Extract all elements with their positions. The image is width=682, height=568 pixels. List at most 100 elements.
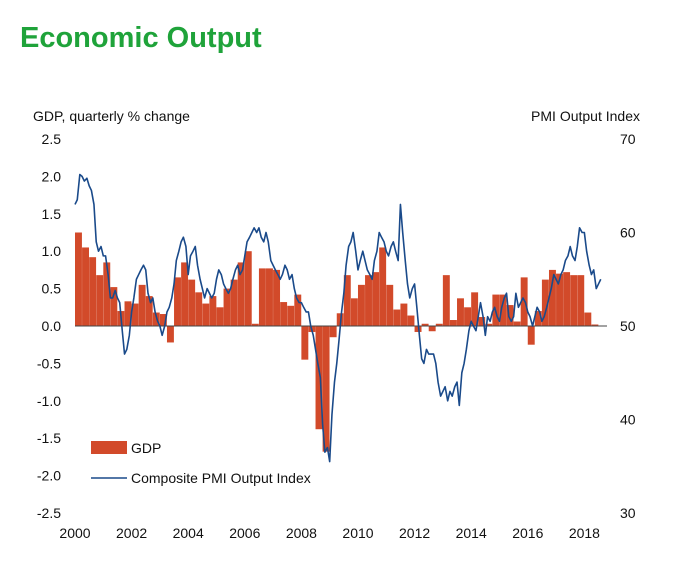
gdp-bar bbox=[329, 326, 337, 338]
gdp-bar bbox=[400, 303, 408, 326]
x-tick-label: 2008 bbox=[286, 525, 317, 541]
x-tick-label: 2018 bbox=[569, 525, 600, 541]
right-tick-label: 50 bbox=[620, 318, 636, 334]
gdp-bar bbox=[315, 326, 323, 430]
gdp-bar bbox=[449, 320, 457, 326]
left-tick-label: -0.5 bbox=[37, 355, 61, 371]
left-tick-label: -2.5 bbox=[37, 505, 61, 521]
gdp-bar bbox=[506, 305, 514, 326]
gdp-bar bbox=[570, 275, 578, 326]
left-tick-label: 2.0 bbox=[42, 168, 62, 184]
left-tick-label: 1.0 bbox=[42, 243, 62, 259]
gdp-bar bbox=[541, 279, 549, 326]
gdp-bar bbox=[103, 262, 111, 326]
gdp-bar bbox=[301, 326, 309, 360]
gdp-bar bbox=[584, 312, 592, 326]
gdp-bar bbox=[266, 268, 273, 326]
gdp-bar bbox=[534, 311, 542, 326]
gdp-bar bbox=[209, 296, 217, 326]
gdp-bar bbox=[591, 324, 599, 326]
gdp-bar bbox=[372, 272, 380, 326]
legend: GDP Composite PMI Output Index bbox=[91, 440, 311, 486]
gdp-bar bbox=[202, 303, 210, 326]
gdp-bar bbox=[75, 232, 82, 326]
right-axis-label: PMI Output Index bbox=[531, 108, 640, 124]
gdp-bar bbox=[322, 326, 330, 452]
gdp-bar bbox=[428, 326, 436, 332]
gdp-bar bbox=[166, 326, 174, 343]
gdp-bar bbox=[442, 275, 450, 326]
left-axis-label: GDP, quarterly % change bbox=[33, 108, 190, 124]
gdp-bar bbox=[350, 298, 358, 326]
gdp-bar bbox=[527, 326, 535, 345]
x-tick-label: 2006 bbox=[229, 525, 260, 541]
gdp-bar bbox=[357, 284, 365, 326]
gdp-bar bbox=[258, 268, 266, 326]
gdp-bar bbox=[548, 269, 556, 326]
gdp-bar bbox=[244, 251, 252, 326]
gdp-bars bbox=[75, 232, 599, 452]
right-tick-label: 60 bbox=[620, 225, 636, 241]
gdp-bar bbox=[181, 262, 189, 326]
legend-gdp-swatch bbox=[91, 441, 127, 454]
left-tick-label: 0.0 bbox=[42, 318, 62, 334]
gdp-bar bbox=[379, 247, 387, 326]
gdp-bar bbox=[138, 284, 146, 326]
gdp-bar bbox=[471, 292, 479, 326]
gdp-bar bbox=[237, 262, 245, 326]
gdp-bar bbox=[131, 303, 139, 326]
gdp-bar bbox=[159, 314, 167, 326]
left-tick-label: 2.5 bbox=[42, 131, 62, 147]
gdp-bar bbox=[251, 323, 259, 326]
gdp-bar bbox=[421, 323, 429, 326]
gdp-bar bbox=[556, 273, 563, 326]
gdp-bar bbox=[386, 284, 394, 326]
gdp-bar bbox=[223, 288, 231, 326]
gdp-bar bbox=[287, 305, 295, 326]
gdp-bar bbox=[280, 302, 288, 326]
right-tick-label: 40 bbox=[620, 412, 636, 428]
right-tick-label: 70 bbox=[620, 131, 636, 147]
gdp-bar bbox=[216, 307, 224, 326]
gdp-bar bbox=[124, 301, 132, 326]
gdp-bar bbox=[393, 309, 401, 326]
gdp-bar bbox=[195, 292, 203, 326]
gdp-bar bbox=[343, 275, 351, 326]
gdp-bar bbox=[499, 294, 507, 326]
x-axis-ticks: 2000 2002 2004 2006 2008 2010 2012 2014 2016 2018 bbox=[59, 525, 600, 541]
left-axis-ticks: 2.5 2.0 1.5 1.0 0.5 0.0 -0.5 -1.0 -1.5 -2.0 -2.5 bbox=[37, 131, 61, 521]
gdp-bar bbox=[365, 275, 372, 326]
left-tick-label: -1.0 bbox=[37, 393, 61, 409]
gdp-bar bbox=[89, 257, 97, 326]
x-tick-label: 2004 bbox=[173, 525, 204, 541]
gdp-bar bbox=[563, 272, 571, 326]
pmi-line bbox=[74, 173, 602, 463]
gdp-bar bbox=[273, 269, 281, 326]
left-tick-label: 0.5 bbox=[42, 281, 62, 297]
gdp-bar bbox=[478, 317, 486, 326]
gdp-bar bbox=[110, 287, 118, 326]
gdp-bar bbox=[294, 294, 302, 326]
gdp-bar bbox=[457, 298, 464, 326]
x-tick-label: 2002 bbox=[116, 525, 147, 541]
gdp-bar bbox=[96, 275, 104, 326]
gdp-bar bbox=[464, 307, 472, 326]
left-tick-label: 1.5 bbox=[42, 206, 62, 222]
gdp-bar bbox=[174, 277, 181, 326]
gdp-bar bbox=[82, 247, 89, 326]
page-title: Economic Output bbox=[20, 22, 262, 54]
gdp-bar bbox=[485, 323, 493, 326]
gdp-bar bbox=[407, 315, 415, 326]
legend-pmi-label: Composite PMI Output Index bbox=[131, 470, 311, 486]
gdp-bar bbox=[513, 321, 521, 326]
left-tick-label: -1.5 bbox=[37, 430, 61, 446]
x-tick-label: 2000 bbox=[59, 525, 90, 541]
gdp-bar bbox=[230, 279, 238, 326]
x-tick-label: 2016 bbox=[512, 525, 543, 541]
x-tick-label: 2010 bbox=[342, 525, 373, 541]
gdp-bar bbox=[435, 323, 443, 326]
x-tick-label: 2012 bbox=[399, 525, 430, 541]
legend-gdp-label: GDP bbox=[131, 440, 161, 456]
gdp-bar bbox=[577, 275, 585, 326]
